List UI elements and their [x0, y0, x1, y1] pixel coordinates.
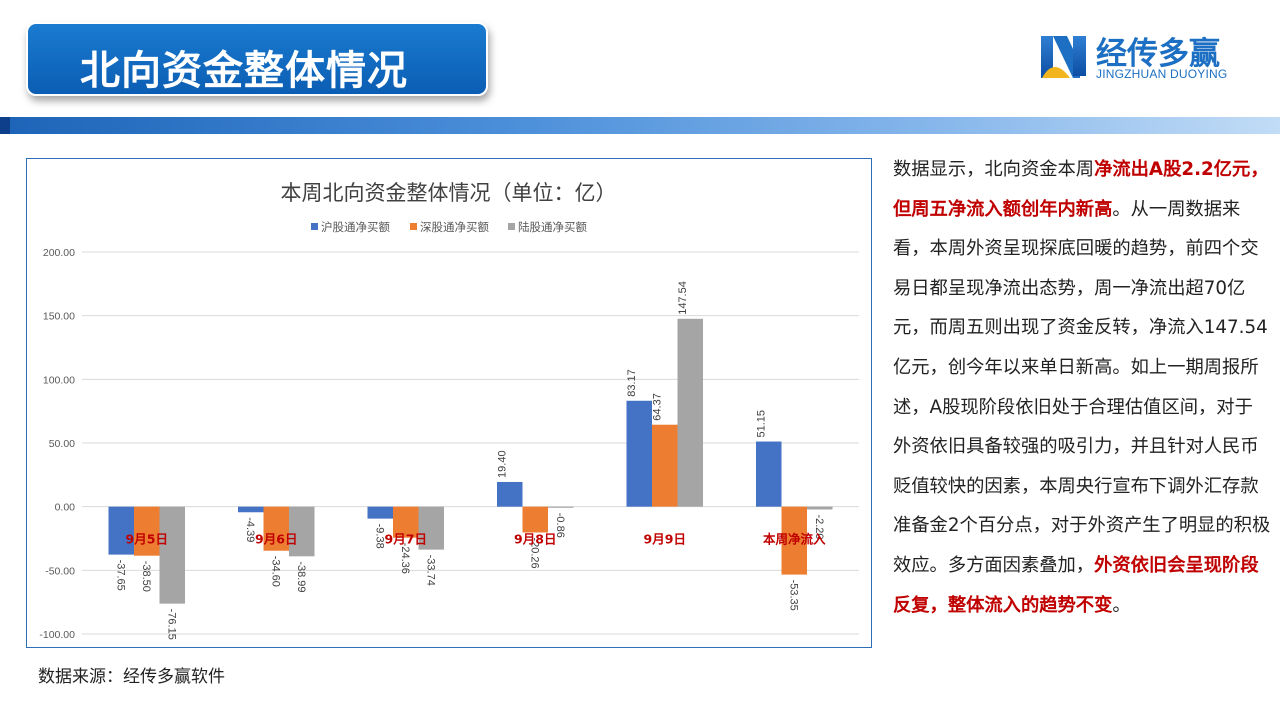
bar-chart: 本周北向资金整体情况（单位：亿） 沪股通净买额 深股通净买额 陆股通净买额 200.00… — [39, 181, 859, 641]
category-label: 9月5日 — [126, 532, 168, 547]
category-label: 本周净流入 — [763, 532, 826, 547]
legend-label: 沪股通净买额 — [321, 220, 390, 234]
data-label: -33.74 — [424, 555, 436, 586]
data-label: 83.17 — [626, 369, 638, 397]
data-label: -24.36 — [399, 543, 411, 574]
bar — [367, 506, 393, 519]
data-label: -20.26 — [528, 537, 540, 568]
data-label: 147.54 — [677, 281, 689, 315]
category-label: 9月6日 — [255, 532, 297, 547]
bar — [548, 506, 574, 508]
chart-frame: 本周北向资金整体情况（单位：亿） 沪股通净买额 深股通净买额 陆股通净买额 200.00… — [26, 158, 872, 648]
category-label: 9月7日 — [385, 532, 427, 547]
data-label: -53.35 — [787, 580, 799, 611]
bar — [393, 506, 419, 538]
bar — [677, 318, 703, 507]
header-stripe-accent — [0, 117, 10, 134]
page-title: 北向资金整体情况 — [80, 48, 408, 94]
legend-swatch — [508, 223, 515, 230]
bar — [522, 506, 548, 533]
bar — [108, 506, 134, 555]
bar — [497, 481, 523, 507]
logo-text-cn: 经传多赢 — [1096, 36, 1220, 72]
y-tick-label: 200.00 — [43, 247, 75, 259]
header-stripe — [0, 117, 1280, 134]
y-tick-label: -100.00 — [39, 629, 75, 641]
legend-swatch — [311, 223, 318, 230]
y-tick-label: 0.00 — [55, 502, 76, 514]
data-label: -38.50 — [140, 561, 152, 592]
bar — [781, 506, 807, 575]
bar — [652, 424, 678, 507]
legend-label: 深股通净买额 — [420, 220, 489, 234]
commentary-highlight: 净流出A股2.2亿元，但周五净流入额创年内新高 — [893, 159, 1269, 220]
title-banner: 北向资金整体情况 — [26, 22, 488, 96]
bar — [289, 506, 315, 557]
data-label: -34.60 — [269, 556, 281, 587]
data-label: -9.38 — [373, 524, 385, 549]
y-tick-label: 100.00 — [43, 374, 75, 386]
data-label: 19.40 — [497, 450, 509, 478]
y-tick-label: 150.00 — [43, 311, 75, 323]
commentary-segment: 数据显示，北向资金本周 — [893, 159, 1095, 180]
data-label: -37.65 — [114, 560, 126, 591]
bar — [263, 506, 289, 551]
category-label: 9月9日 — [644, 532, 686, 547]
logo-text-en: JINGZHUAN DUOYING — [1096, 67, 1228, 81]
bar — [238, 506, 264, 513]
commentary-text: 数据显示，北向资金本周净流出A股2.2亿元，但周五净流入额创年内新高。从一周数据… — [893, 150, 1271, 625]
chart-title: 本周北向资金整体情况（单位：亿） — [281, 181, 617, 205]
legend-label: 陆股通净买额 — [518, 220, 587, 234]
data-label: -38.99 — [295, 561, 307, 592]
commentary-highlight: 外资依旧会呈现阶段反复，整体流入的趋势不变 — [893, 554, 1259, 616]
data-label: -0.86 — [554, 513, 566, 538]
bar — [626, 400, 652, 507]
bar — [159, 506, 185, 604]
commentary-segment: 。从一周数据来看，本周外资呈现探底回暖的趋势，前四个交易日都呈现净流出态势，周一… — [893, 198, 1271, 576]
data-source: 数据来源：经传多赢软件 — [38, 667, 225, 687]
data-label: -4.39 — [244, 517, 256, 542]
y-tick-label: 50.00 — [49, 438, 75, 450]
commentary-segment: 。 — [1112, 594, 1131, 616]
bar — [756, 441, 782, 507]
category-label: 9月8日 — [514, 532, 556, 547]
brand-logo: 经传多赢 JINGZHUAN DUOYING — [1040, 32, 1260, 84]
data-label: 51.15 — [756, 410, 768, 438]
bar — [134, 506, 160, 556]
legend-swatch — [410, 223, 417, 230]
bar — [807, 506, 833, 510]
y-tick-label: -50.00 — [45, 565, 75, 577]
data-label: 64.37 — [652, 393, 664, 421]
logo-mark-icon — [1041, 36, 1086, 78]
bar — [418, 506, 444, 550]
data-label: -76.15 — [165, 609, 177, 640]
data-label: -2.20 — [813, 514, 825, 539]
